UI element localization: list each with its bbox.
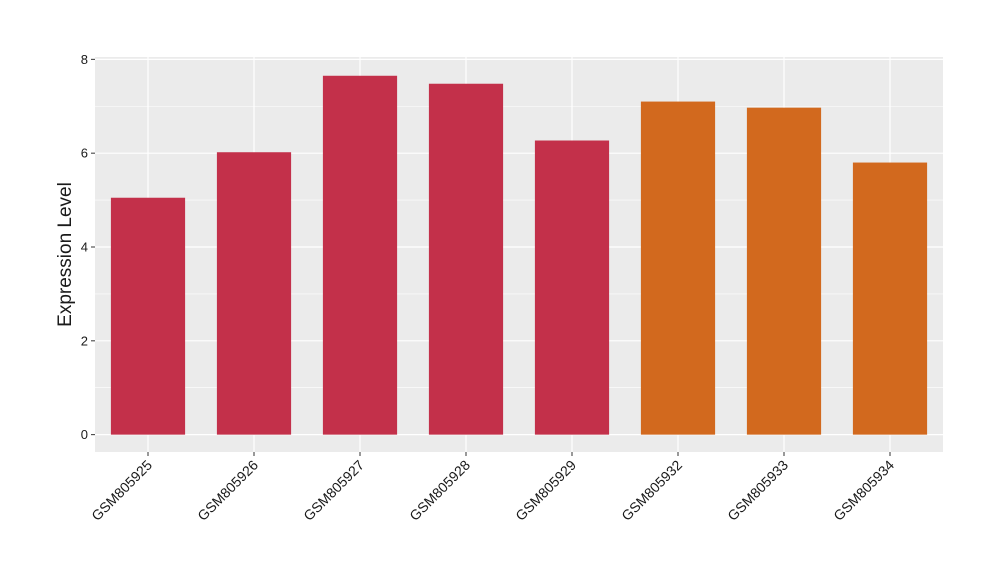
- bar-GSM805934: [852, 162, 928, 435]
- x-tick-label: GSM805934: [830, 457, 897, 524]
- y-axis: 0 2 4 6 8: [81, 52, 95, 442]
- y-tick-label: 4: [81, 239, 88, 254]
- bar-GSM805933: [746, 107, 822, 435]
- y-axis-title: Expression Level: [55, 182, 76, 327]
- bar-GSM805927: [322, 75, 398, 435]
- bar-GSM805932: [640, 101, 716, 435]
- x-tick-label: GSM805926: [194, 457, 261, 524]
- x-axis: GSM805925 GSM805926 GSM805927 GSM805928 GSM8…: [88, 452, 897, 524]
- y-tick-label: 6: [81, 146, 88, 161]
- x-tick-label: GSM805927: [300, 457, 367, 524]
- bar-GSM805926: [216, 152, 292, 435]
- x-tick-label: GSM805933: [724, 457, 791, 524]
- y-tick-label: 8: [81, 52, 88, 67]
- bars: [110, 75, 928, 435]
- x-tick-label: GSM805932: [618, 457, 685, 524]
- y-tick-label: 0: [81, 427, 88, 442]
- x-tick-label: GSM805928: [406, 457, 473, 524]
- bar-GSM805928: [428, 83, 504, 435]
- x-tick-label: GSM805929: [512, 457, 579, 524]
- bar-GSM805925: [110, 197, 186, 435]
- x-tick-label: GSM805925: [88, 457, 155, 524]
- bar-GSM805929: [534, 140, 610, 435]
- y-tick-label: 2: [81, 333, 88, 348]
